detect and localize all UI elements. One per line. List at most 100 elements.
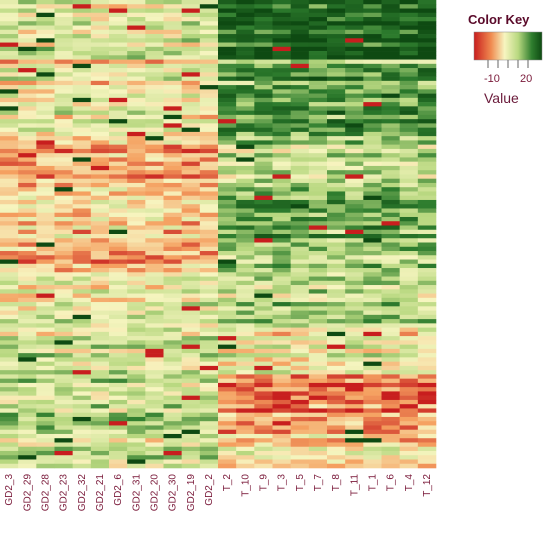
heatmap-cell: [109, 63, 128, 69]
heatmap-cell: [72, 8, 92, 14]
heatmap-cell: [254, 153, 273, 158]
heatmap-cell: [90, 212, 110, 218]
heatmap-cell: [417, 246, 437, 252]
heatmap-cell: [363, 297, 382, 303]
heatmap-cell: [399, 25, 419, 31]
heatmap-cell: [163, 4, 182, 9]
heatmap-cell: [72, 442, 92, 448]
heatmap-cell: [127, 340, 146, 345]
heatmap-cell: [290, 285, 310, 290]
heatmap-cell: [163, 89, 182, 94]
heatmap-cell: [399, 429, 419, 435]
heatmap-cell: [199, 263, 219, 269]
heatmap-cell: [290, 8, 310, 14]
heatmap-cell: [363, 331, 382, 337]
heatmap-cell: [145, 246, 164, 252]
heatmap-cell: [218, 170, 237, 175]
heatmap-cell: [345, 421, 364, 426]
heatmap-cell: [363, 229, 382, 235]
heatmap-cell: [327, 46, 346, 52]
heatmap-cell: [345, 251, 364, 256]
heatmap-cell: [109, 344, 128, 350]
heatmap-cell: [36, 136, 55, 141]
heatmap-cell: [272, 280, 291, 286]
heatmap-cell: [36, 374, 55, 379]
heatmap-cell: [54, 85, 73, 90]
heatmap-cell: [18, 459, 37, 465]
heatmap-cell: [254, 46, 273, 52]
heatmap-cell: [145, 174, 164, 179]
heatmap-cell: [345, 374, 364, 379]
heatmap-cell: [272, 4, 291, 9]
heatmap-cell: [272, 29, 291, 35]
heatmap-cell: [236, 161, 255, 167]
heatmap-cell: [199, 59, 219, 65]
heatmap-cell: [236, 102, 255, 107]
heatmap-cell: [399, 221, 419, 226]
heatmap-cell: [18, 442, 37, 448]
heatmap-cell: [72, 187, 92, 192]
heatmap-cell: [236, 21, 255, 26]
heatmap-cell: [0, 72, 19, 77]
heatmap-cell: [90, 395, 110, 401]
heatmap-cell: [181, 157, 201, 162]
heatmap-cell: [236, 234, 255, 239]
heatmap-cell: [199, 302, 219, 307]
column-label: GD2_32: [77, 474, 88, 512]
heatmap-cell: [199, 136, 219, 141]
heatmap-cell: [145, 306, 164, 311]
heatmap-cell: [381, 42, 400, 48]
heatmap-cell: [363, 302, 382, 307]
heatmap-cell: [90, 455, 110, 460]
heatmap-cell: [199, 170, 219, 175]
heatmap-cell: [381, 165, 400, 171]
heatmap-cell: [0, 336, 19, 341]
heatmap-cell: [72, 238, 92, 243]
heatmap-cell: [163, 276, 182, 282]
heatmap-cell: [163, 208, 182, 214]
heatmap-cell: [327, 76, 346, 82]
heatmap-cell: [290, 450, 310, 456]
heatmap-cell: [417, 127, 437, 133]
heatmap-cell: [290, 429, 310, 435]
heatmap-cell: [36, 229, 55, 235]
heatmap-cell: [218, 106, 237, 111]
heatmap-cell: [36, 438, 55, 443]
heatmap-cell: [181, 123, 201, 128]
heatmap-cell: [381, 34, 400, 39]
heatmap-cell: [345, 259, 364, 265]
heatmap-cell: [290, 416, 310, 422]
heatmap-cell: [417, 327, 437, 333]
heatmap-cell: [254, 327, 273, 333]
heatmap-cell: [236, 446, 255, 452]
heatmap-cell: [145, 289, 164, 294]
heatmap-cell: [127, 336, 146, 341]
heatmap-cell: [0, 438, 19, 443]
heatmap-cell: [272, 242, 291, 248]
heatmap-cell: [36, 221, 55, 226]
heatmap-cell: [236, 331, 255, 337]
heatmap-cell: [254, 55, 273, 60]
heatmap-cell: [18, 59, 37, 65]
heatmap-cell: [18, 208, 37, 214]
heatmap-cell: [363, 374, 382, 379]
heatmap-cell: [218, 251, 237, 256]
heatmap-cell: [272, 153, 291, 158]
heatmap-cell: [399, 127, 419, 133]
heatmap-cell: [18, 153, 37, 158]
heatmap-cell: [36, 97, 55, 103]
heatmap-cell: [145, 382, 164, 388]
heatmap-cell: [18, 365, 37, 371]
heatmap-cell: [18, 255, 37, 260]
heatmap-cell: [308, 314, 328, 320]
heatmap-cell: [199, 251, 219, 256]
heatmap-cell: [254, 463, 273, 469]
heatmap-cell: [36, 344, 55, 350]
heatmap-cell: [127, 165, 146, 171]
heatmap-cell: [399, 442, 419, 448]
heatmap-cell: [363, 225, 382, 231]
heatmap-cell: [254, 182, 273, 188]
heatmap-cell: [254, 242, 273, 248]
heatmap-cell: [417, 21, 437, 26]
heatmap-cell: [54, 446, 73, 452]
